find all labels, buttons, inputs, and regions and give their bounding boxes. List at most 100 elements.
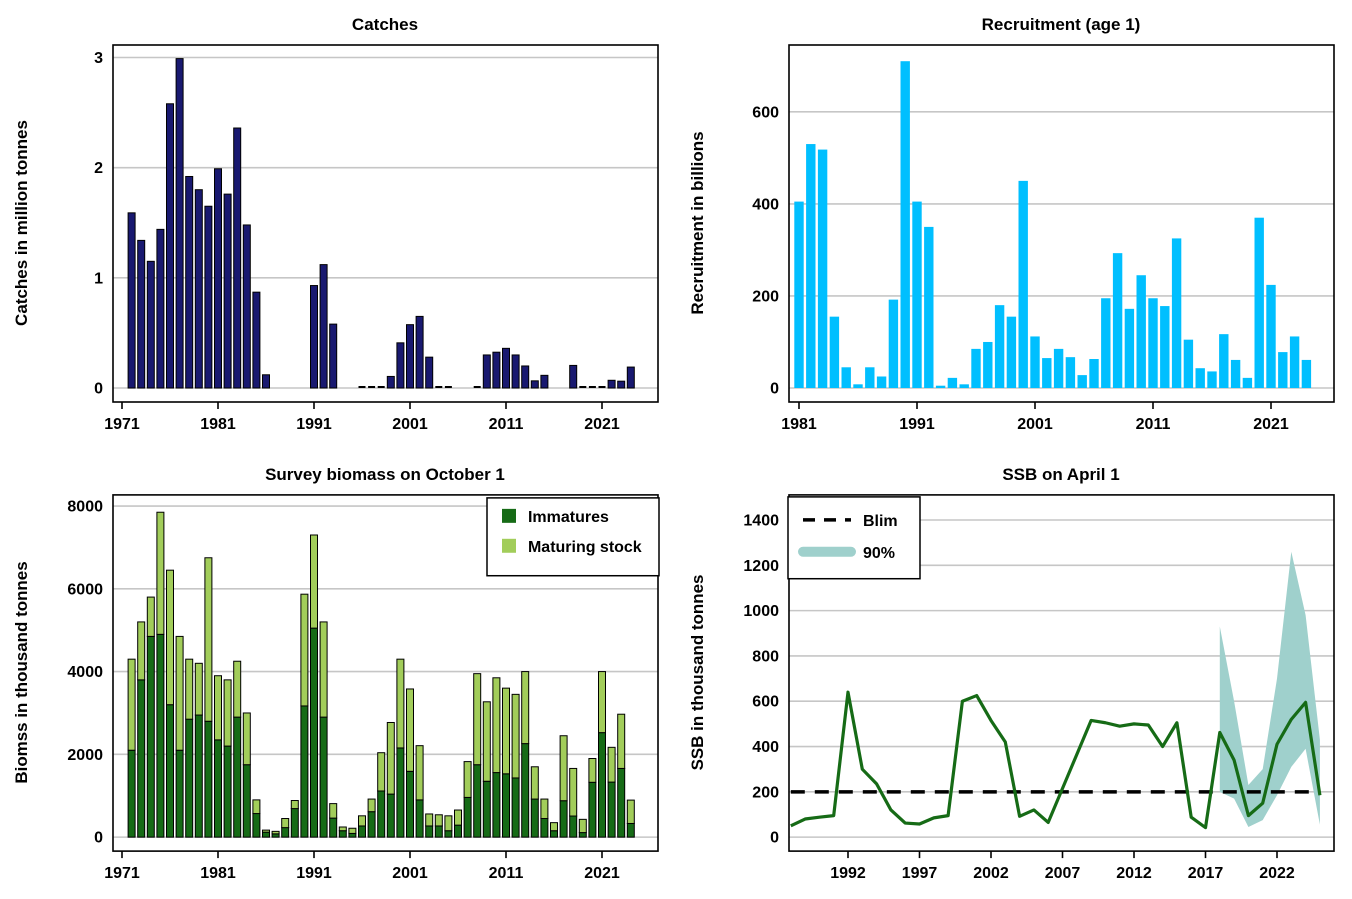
panel-survey-biomass: Survey biomass on October 1 Biomss in th… — [12, 465, 660, 882]
bar-immatures — [242, 764, 251, 838]
y-tick-label: 3 — [94, 50, 103, 67]
ssb-line — [790, 690, 1322, 830]
bar — [233, 127, 242, 389]
bar-immatures — [310, 627, 318, 838]
bar — [806, 144, 816, 388]
bar — [1242, 377, 1253, 388]
bar — [1183, 339, 1194, 388]
bar-immatures — [300, 705, 309, 838]
bar — [540, 374, 549, 389]
bar-immatures — [262, 831, 270, 838]
bar-immatures — [521, 743, 530, 838]
bar — [146, 260, 155, 389]
panel-title: Catches — [352, 15, 418, 34]
bar-immatures — [204, 720, 213, 838]
bar-immatures — [540, 818, 549, 838]
bar-immatures — [252, 813, 261, 838]
bar — [521, 365, 530, 389]
y-axis-label: SSB in thousand tonnes — [688, 575, 707, 771]
bar — [396, 342, 405, 389]
bar-maturing-stock — [598, 671, 606, 734]
y-tick-label: 1000 — [743, 603, 779, 620]
bar — [1065, 357, 1076, 388]
bar-maturing-stock — [530, 766, 539, 800]
y-tick-label: 0 — [770, 830, 779, 847]
bar — [1053, 348, 1064, 388]
y-tick-label: 200 — [752, 784, 779, 801]
plot-box — [788, 494, 1335, 852]
bar-immatures — [386, 793, 395, 838]
plot-box — [112, 494, 659, 852]
x-tick-label: 1981 — [781, 416, 817, 433]
x-tick-label: 1991 — [899, 416, 935, 433]
bar-immatures — [425, 825, 434, 838]
bar-maturing-stock — [271, 830, 280, 835]
bar — [1254, 217, 1264, 388]
bar-immatures — [559, 800, 568, 838]
bar-immatures — [214, 739, 222, 838]
bar — [137, 239, 146, 389]
bar — [1289, 336, 1300, 388]
bar — [1230, 359, 1241, 388]
x-tick-label: 1981 — [200, 416, 236, 433]
bar-maturing-stock — [156, 511, 165, 635]
bar-maturing-stock — [386, 721, 395, 795]
bar-maturing-stock — [137, 621, 146, 681]
plot-area: 0 200 400 600 1981 1991 2001 2011 2021 — [752, 44, 1335, 433]
bar — [386, 375, 395, 389]
bar-maturing-stock — [194, 662, 203, 716]
bar-immatures — [617, 767, 626, 838]
x-tick-label: 2002 — [973, 865, 1009, 882]
bar-immatures — [550, 830, 558, 838]
bar-maturing-stock — [185, 658, 194, 720]
x-tick-label: 2001 — [392, 416, 428, 433]
bar-maturing-stock — [175, 635, 184, 751]
bar-maturing-stock — [252, 799, 261, 815]
bar — [262, 374, 270, 389]
bar-immatures — [156, 633, 165, 838]
panel-title: SSB on April 1 — [1002, 465, 1119, 484]
bar — [1030, 336, 1040, 388]
legend-box — [787, 496, 921, 580]
plot-area: 0 1 2 3 1971 1981 1991 2001 2011 2021 — [94, 44, 659, 433]
x-tick-label: 1971 — [104, 416, 140, 433]
bar-immatures — [127, 749, 136, 838]
x-tick-label: 2011 — [1136, 416, 1171, 433]
bar-immatures — [482, 780, 491, 838]
y-tick-label: 0 — [94, 381, 103, 398]
y-tick-label: 8000 — [67, 499, 103, 516]
bar — [841, 367, 851, 388]
bar-immatures — [329, 817, 338, 838]
y-tick-label: 4000 — [67, 664, 103, 681]
bar — [204, 205, 213, 389]
bar — [1136, 275, 1146, 388]
bar-immatures — [444, 830, 453, 838]
bar-immatures — [175, 749, 184, 838]
bar-maturing-stock — [569, 767, 578, 817]
bar — [1195, 368, 1205, 388]
y-tick-label: 2 — [94, 160, 103, 177]
bar — [252, 291, 261, 389]
x-tick-label: 2021 — [584, 865, 620, 882]
bar-maturing-stock — [319, 621, 328, 718]
y-tick-label: 2000 — [67, 747, 103, 764]
bar — [1266, 284, 1276, 388]
bar — [156, 228, 165, 389]
legend-label-blim: Blim — [863, 513, 898, 530]
bar — [425, 356, 434, 389]
bar-maturing-stock — [463, 761, 472, 798]
x-tick-label: 2011 — [489, 416, 524, 433]
bar-immatures — [319, 716, 328, 838]
bar-maturing-stock — [482, 701, 491, 782]
y-tick-label: 1200 — [743, 558, 779, 575]
x-tick-label: 1992 — [830, 865, 866, 882]
bar-maturing-stock — [310, 534, 318, 629]
panel-title: Recruitment (age 1) — [982, 15, 1141, 34]
bar — [1301, 359, 1312, 388]
bar-maturing-stock — [588, 757, 597, 783]
bar-immatures — [598, 732, 606, 838]
x-tick-label: 1971 — [104, 865, 140, 882]
bar-maturing-stock — [358, 815, 366, 827]
bar-immatures — [463, 796, 472, 838]
plot-box — [112, 44, 659, 403]
